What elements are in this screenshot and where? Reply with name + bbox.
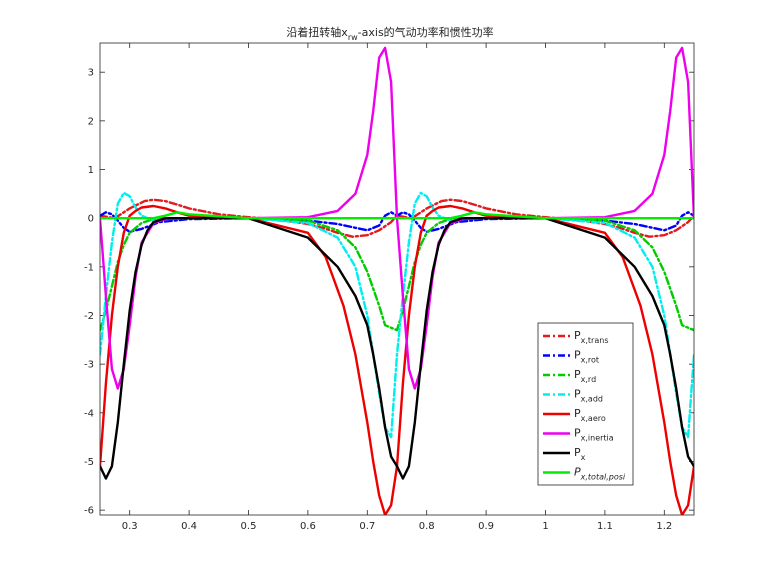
plot-frame xyxy=(99,42,695,516)
y-tick-label: 2 xyxy=(88,116,94,127)
legend-label: Px,rd xyxy=(574,368,596,384)
legend-label-main: P xyxy=(574,466,581,479)
legend-label-subscript: x xyxy=(581,453,586,462)
legend-box xyxy=(537,322,634,486)
legend-label-subscript: x,total,posi xyxy=(580,473,626,482)
y-tick-label: -6 xyxy=(84,506,94,517)
y-tick-label: 0 xyxy=(88,214,94,225)
series-line-x xyxy=(100,216,694,480)
legend-label-subscript: x,inertia xyxy=(581,434,614,443)
chart-title: 沿着扭转轴xrw-axis的气动功率和惯性功率 xyxy=(286,25,493,42)
legend-label-main: P xyxy=(574,446,581,459)
series-line-x-total-posi xyxy=(100,211,694,220)
legend-label-subscript: x,rot xyxy=(581,356,599,365)
legend-label: Px xyxy=(574,446,586,462)
y-tick-label: -3 xyxy=(84,360,94,371)
legend-label: Px,trans xyxy=(574,329,608,345)
legend: Px,transPx,rotPx,rdPx,addPx,aeroPx,inert… xyxy=(537,322,634,486)
legend-label: Px,aero xyxy=(574,407,606,423)
x-tick-label: 0.9 xyxy=(478,521,494,532)
x-tick-label: 0.6 xyxy=(300,521,316,532)
legend-label-main: P xyxy=(574,388,581,401)
legend-label-main: P xyxy=(574,349,581,362)
legend-label: Px,total,posi xyxy=(574,466,626,482)
legend-label-subscript: x,rd xyxy=(581,375,597,384)
legend-label-subscript: x,add xyxy=(581,395,603,404)
legend-label-subscript: x,trans xyxy=(581,336,609,345)
series-layer xyxy=(100,46,694,515)
series-line-x-rd xyxy=(100,216,694,332)
axis-ticks: 0.3 0.4 0.5 0.6 0.7 0.8 0.9 1 1.1 1.2 -6 -5 -4 -3 -2 -1… xyxy=(84,43,694,532)
legend-label-main: P xyxy=(574,329,581,342)
chart-title-main: 沿着扭转轴x xyxy=(286,25,348,39)
y-tick-label: -1 xyxy=(84,262,94,273)
y-tick-label: 1 xyxy=(88,165,94,176)
chart-title-subscript: rw xyxy=(348,33,358,42)
legend-label: Px,inertia xyxy=(574,427,614,443)
x-tick-label: 0.7 xyxy=(359,521,375,532)
y-tick-label: 3 xyxy=(88,68,94,79)
y-tick-label: -4 xyxy=(84,408,94,419)
x-tick-label: 0.3 xyxy=(122,521,138,532)
x-tick-label: 1.2 xyxy=(656,521,672,532)
x-tick-label: 0.4 xyxy=(181,521,197,532)
x-tick-label: 1.1 xyxy=(597,521,613,532)
legend-label-subscript: x,aero xyxy=(581,414,606,423)
legend-label-main: P xyxy=(574,368,581,381)
legend-label-main: P xyxy=(574,427,581,440)
legend-label: Px,rot xyxy=(574,349,599,365)
x-tick-label: 1 xyxy=(542,521,548,532)
chart-title-suffix: -axis的气动功率和惯性功率 xyxy=(358,25,494,39)
y-tick-label: -5 xyxy=(84,457,94,468)
legend-label-main: P xyxy=(574,407,581,420)
x-tick-label: 0.5 xyxy=(241,521,257,532)
y-tick-label: -2 xyxy=(84,311,94,322)
x-tick-label: 0.8 xyxy=(419,521,435,532)
legend-label: Px,add xyxy=(574,388,603,404)
